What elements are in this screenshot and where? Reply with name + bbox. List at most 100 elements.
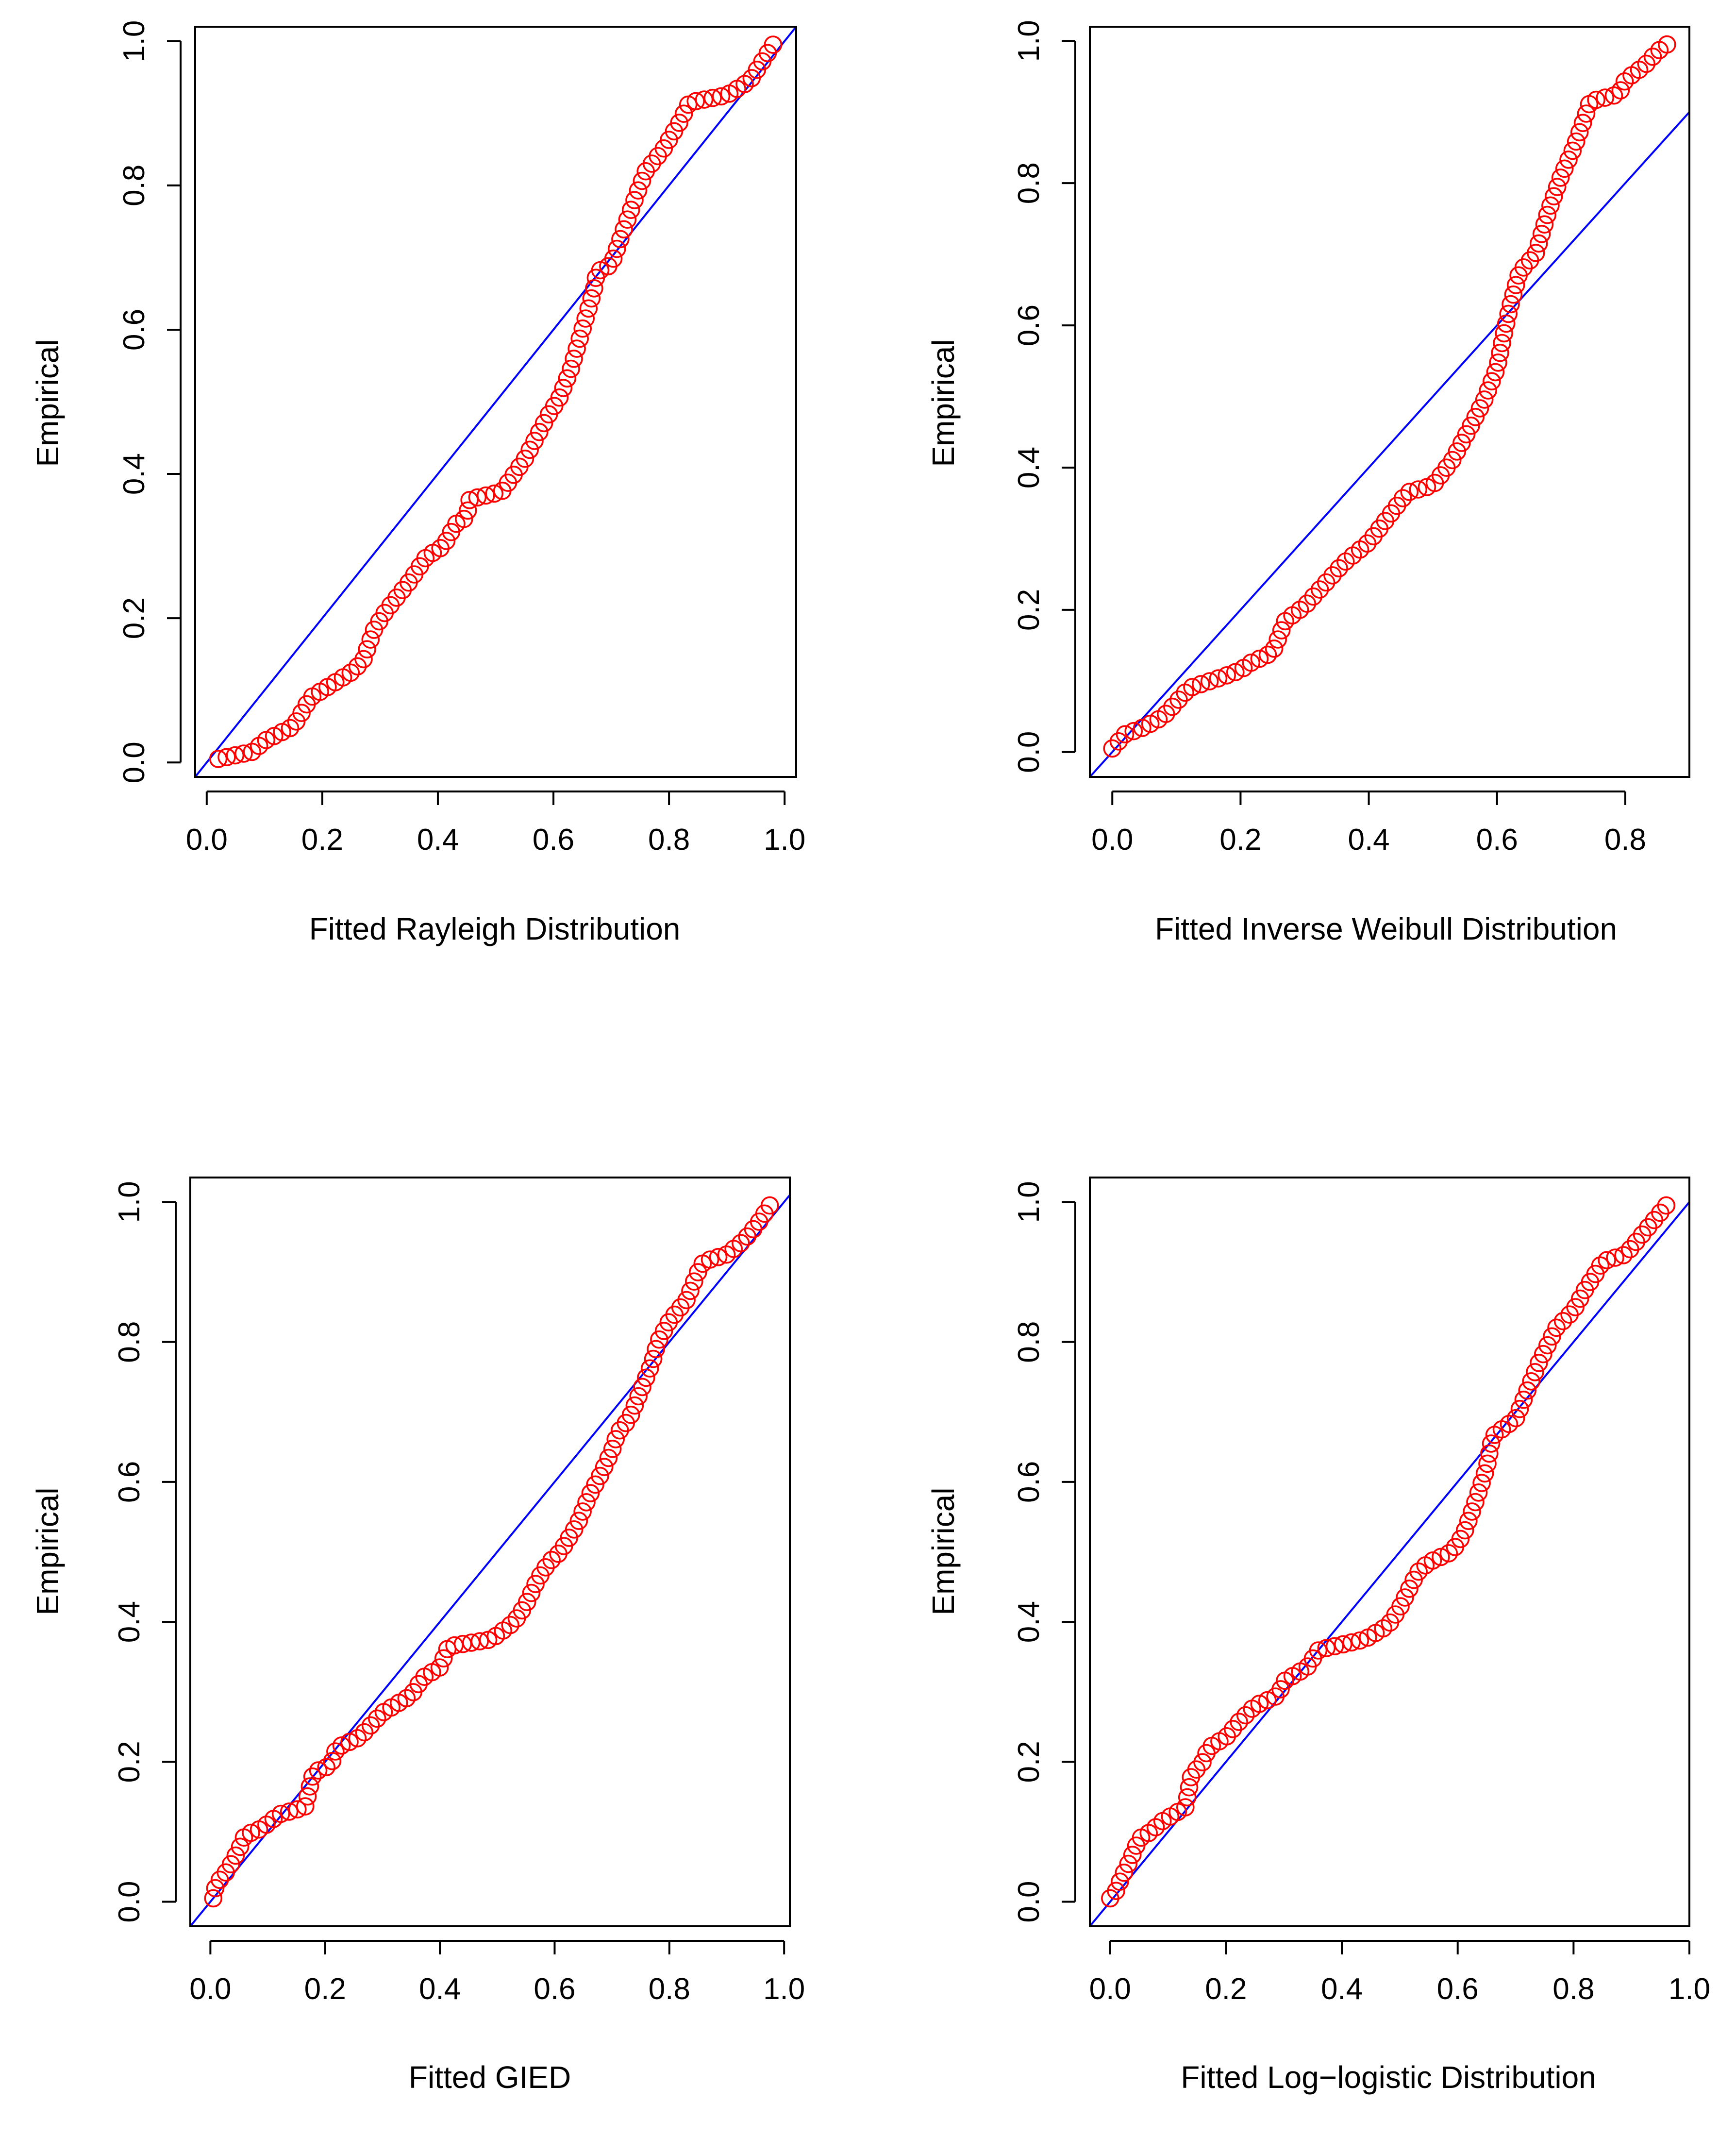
- x-tick-label: 0.6: [1437, 1972, 1479, 2006]
- data-point: [1448, 442, 1467, 461]
- data-point: [591, 1466, 609, 1485]
- data-point: [1226, 663, 1245, 681]
- data-point: [361, 630, 380, 649]
- data-point: [1527, 244, 1545, 262]
- data-point: [1483, 372, 1501, 391]
- y-tick-label: 0.0: [113, 1881, 146, 1922]
- data-point: [1439, 1544, 1458, 1563]
- data-point: [1611, 81, 1630, 100]
- data-point: [1396, 1588, 1414, 1607]
- data-point: [637, 1368, 655, 1387]
- data-point: [1514, 258, 1533, 277]
- data-point: [1547, 1318, 1566, 1337]
- reference-line: [190, 1193, 790, 1926]
- data-point: [633, 1378, 651, 1397]
- reference-line: [1090, 110, 1689, 777]
- data-point: [460, 491, 479, 509]
- data-point: [650, 1330, 668, 1349]
- data-point: [1500, 1414, 1519, 1433]
- plot-frame: [1089, 26, 1690, 778]
- data-point: [633, 171, 651, 190]
- x-tick-label: 0.0: [189, 1972, 231, 2006]
- data-point: [1538, 1336, 1557, 1355]
- data-point: [1455, 1521, 1474, 1540]
- data-point: [1163, 697, 1182, 716]
- data-point: [470, 1632, 489, 1650]
- data-point: [234, 744, 253, 763]
- data-point: [1598, 1251, 1616, 1269]
- data-point: [1409, 480, 1428, 499]
- data-point: [517, 1593, 536, 1611]
- data-point: [1514, 1390, 1533, 1409]
- data-point: [226, 1846, 245, 1865]
- data-point: [348, 1729, 367, 1748]
- data-point: [1506, 1409, 1525, 1428]
- data-point: [712, 87, 731, 106]
- data-point: [1510, 1399, 1529, 1418]
- data-point: [454, 509, 473, 528]
- y-tick-label: 1.0: [117, 20, 151, 62]
- data-point: [1124, 722, 1143, 740]
- data-point: [1193, 1753, 1212, 1771]
- y-tick-label: 0.6: [113, 1461, 146, 1503]
- data-point: [288, 1800, 307, 1818]
- data-point: [1657, 1196, 1676, 1215]
- data-point: [1486, 363, 1505, 382]
- data-point: [670, 114, 688, 132]
- data-point: [341, 663, 360, 682]
- panel-rayleigh: Fitted Rayleigh Distribution Empirical 0…: [30, 20, 805, 946]
- data-point: [562, 359, 580, 378]
- data-point: [1374, 1619, 1393, 1638]
- y-tick-label: 1.0: [1012, 20, 1046, 62]
- data-point: [1502, 295, 1520, 314]
- data-point: [485, 484, 504, 503]
- data-point: [542, 1550, 561, 1569]
- data-point: [340, 1733, 359, 1751]
- data-point: [1573, 114, 1592, 132]
- data-point: [603, 1440, 622, 1458]
- y-tick-label: 0.8: [113, 1321, 146, 1363]
- y-tick-label: 0.0: [117, 741, 151, 783]
- data-point: [1310, 580, 1329, 599]
- data-point: [1596, 88, 1615, 107]
- x-tick-label: 0.6: [1476, 823, 1518, 857]
- data-point: [217, 748, 236, 766]
- data-point: [1230, 1713, 1248, 1731]
- data-point: [1176, 1798, 1195, 1817]
- data-point: [688, 1263, 707, 1281]
- data-point: [281, 719, 300, 738]
- data-point: [361, 1716, 380, 1735]
- data-point: [1522, 1372, 1540, 1391]
- data-point: [654, 139, 673, 158]
- data-point: [1491, 343, 1509, 362]
- data-point: [1606, 1248, 1624, 1267]
- data-point: [1526, 1363, 1544, 1381]
- data-point: [1432, 1548, 1450, 1566]
- data-point: [1577, 104, 1596, 123]
- data-point: [1543, 1327, 1561, 1346]
- data-point: [520, 440, 539, 459]
- data-point: [1178, 1788, 1197, 1807]
- data-point: [611, 230, 630, 249]
- y-tick-label: 0.8: [1012, 1321, 1046, 1363]
- data-point: [1535, 215, 1554, 234]
- data-point: [434, 1649, 453, 1668]
- data-point: [1475, 390, 1494, 409]
- data-point: [1457, 425, 1476, 444]
- data-point: [1180, 1778, 1199, 1797]
- data-point: [317, 1758, 336, 1777]
- data-point: [1493, 334, 1511, 353]
- data-point: [1571, 1289, 1589, 1308]
- data-point: [1169, 690, 1188, 709]
- panel-inverse-weibull: Fitted Inverse Weibull Distribution Empi…: [926, 20, 1690, 946]
- x-tick-label: 0.8: [649, 1972, 690, 2006]
- data-point: [1116, 725, 1135, 743]
- data-point: [625, 1396, 644, 1415]
- data-point: [1272, 621, 1291, 639]
- data-point: [1567, 132, 1586, 151]
- data-point: [1123, 1846, 1142, 1864]
- data-point: [1269, 630, 1287, 649]
- data-point: [1400, 1580, 1419, 1598]
- data-point: [1192, 675, 1210, 693]
- data-point: [586, 1475, 604, 1494]
